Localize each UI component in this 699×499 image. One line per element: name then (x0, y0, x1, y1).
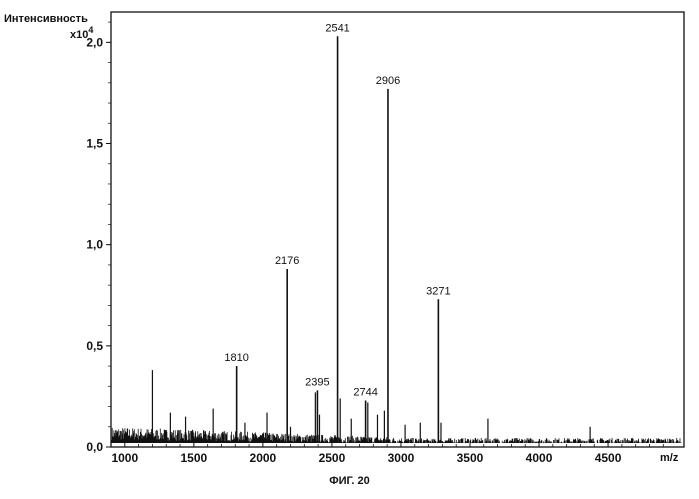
x-tick-label: 3000 (388, 451, 415, 465)
labeled-peaks: 1810 2176 2395 2541 2744 2906 3271 (224, 22, 450, 443)
y-axis-scale-exponent: 4 (88, 25, 93, 35)
peak-label-3271: 3271 (426, 285, 450, 297)
x-tick-label: 2000 (250, 451, 277, 465)
peak-label-2176: 2176 (275, 255, 299, 267)
peak-label-2541: 2541 (325, 22, 349, 34)
x-tick-label: 1000 (111, 451, 138, 465)
y-tick-label: 1,5 (86, 137, 103, 151)
x-axis: 1000 1500 2000 2500 3000 3500 4000 4500 (111, 441, 663, 465)
baseline-noise (112, 428, 681, 443)
x-tick-label: 1500 (180, 451, 207, 465)
y-tick-label: 1,0 (86, 238, 103, 252)
x-axis-title: m/z (660, 452, 679, 464)
y-tick-label: 0,0 (86, 440, 103, 454)
peak-label-2395: 2395 (305, 376, 329, 388)
minor-peaks (152, 370, 590, 443)
figure-caption: ФИГ. 20 (0, 475, 699, 487)
peak-label-2906: 2906 (376, 75, 400, 87)
peak-label-1810: 1810 (224, 352, 248, 364)
y-axis: 0,0 0,5 1,0 1,5 2,0 (86, 22, 111, 454)
x-tick-label: 4500 (595, 451, 622, 465)
peak-label-2744: 2744 (353, 386, 377, 398)
y-tick-label: 2,0 (86, 35, 103, 49)
noise-trace (112, 428, 681, 443)
x-tick-label: 4000 (526, 451, 553, 465)
y-tick-label: 0,5 (86, 339, 103, 353)
x-tick-label: 2500 (319, 451, 346, 465)
x-tick-label: 3500 (457, 451, 484, 465)
y-axis-title: Интенсивность (4, 13, 88, 25)
